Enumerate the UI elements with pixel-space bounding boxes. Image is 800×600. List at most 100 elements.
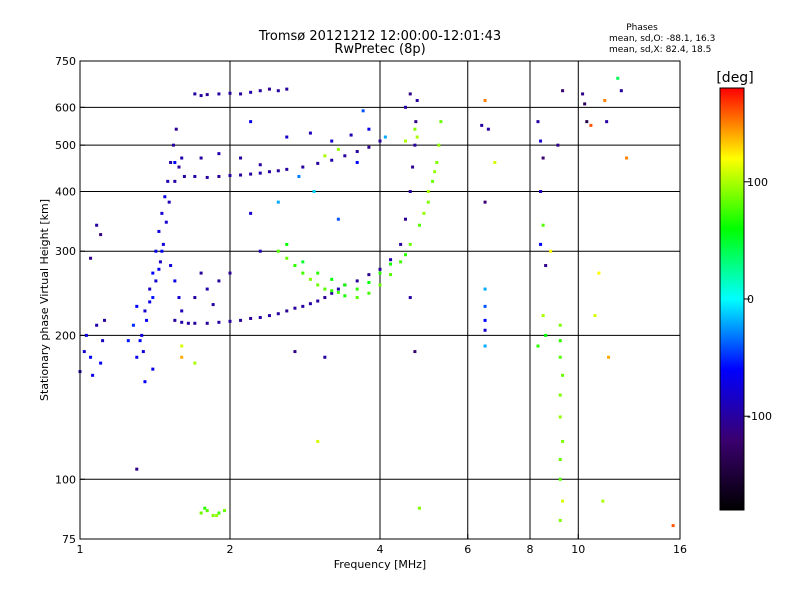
data-point [301,260,305,264]
data-point [154,249,158,253]
data-point [558,339,562,343]
colorbar-ticks: 100 0 -100 [744,176,772,423]
data-point [293,350,297,354]
data-point [399,260,403,264]
data-point [355,160,359,164]
data-point [157,229,161,233]
data-point [316,271,320,275]
x-tick-label: 4 [377,543,384,556]
data-point [217,279,221,283]
y-axis-label: Stationary phase Virtual Height [km] [38,199,51,401]
data-point [89,355,93,359]
data-point [99,233,103,237]
data-point [173,179,177,183]
data-point [413,350,417,354]
data-point [343,294,347,298]
data-point [411,165,415,169]
data-point [414,120,418,124]
data-point [203,506,207,510]
data-point [408,92,412,96]
x-tick-label: 10 [571,543,585,556]
colorbar-tick-label: 0 [747,293,754,306]
data-point [616,76,620,80]
data-point [558,393,562,397]
data-point [308,302,312,306]
data-point [619,89,623,93]
x-tick-label: 6 [464,543,471,556]
data-point [180,320,184,324]
data-point [180,344,184,348]
data-point [228,271,232,275]
data-point [217,174,221,178]
data-point [171,143,175,147]
data-point [483,287,487,291]
data-point [193,174,197,178]
data-point [539,139,543,143]
data-point [141,350,145,354]
data-point [544,333,548,337]
data-point [343,283,347,287]
data-point [330,277,334,281]
y-tick-label: 400 [55,185,76,198]
colorbar-tick-label: -100 [747,410,772,423]
data-point [316,439,320,443]
data-point [151,271,155,275]
data-point [581,92,585,96]
data-point [483,328,487,332]
data-point [180,355,184,359]
data-point [239,156,243,160]
data-point [483,99,487,103]
data-point [316,161,320,165]
data-point [556,143,560,147]
data-point [558,323,562,327]
data-point [293,264,297,268]
y-tick-label: 75 [62,533,76,546]
data-point [258,171,262,175]
data-point [151,367,155,371]
data-point [312,189,316,193]
data-point [239,92,243,96]
y-tick-label: 200 [55,329,76,342]
data-point [561,373,565,377]
data-point [276,89,280,93]
data-point [349,133,353,137]
data-point [135,467,139,471]
data-point [211,513,215,517]
data-point [84,333,88,337]
data-point [285,256,289,260]
data-point [413,143,417,147]
data-point [228,91,232,95]
data-point [276,200,280,204]
data-point [561,499,565,503]
data-point [82,350,86,354]
data-point [258,249,262,253]
data-point [135,304,139,308]
colorbar-tick-label: 100 [747,176,768,189]
data-point [343,154,347,158]
grid-lines [80,61,680,539]
data-point [336,290,340,294]
data-point [483,304,487,308]
data-point [536,120,540,124]
data-point [211,303,215,307]
data-point [169,160,173,164]
data-point [367,145,371,149]
data-point [205,93,209,97]
data-point [249,172,253,176]
data-point [415,135,419,139]
data-point [593,314,597,318]
data-point [431,179,435,183]
data-point [330,158,334,162]
data-point [157,267,161,271]
data-point [276,312,280,316]
data-point [180,156,184,160]
x-axis-label: Frequency [MHz] [334,558,426,571]
data-point [323,154,327,158]
data-point [378,283,382,287]
data-point [215,513,219,517]
data-point [217,152,221,156]
data-point [561,439,565,443]
data-point [285,87,289,91]
data-point [589,123,593,127]
